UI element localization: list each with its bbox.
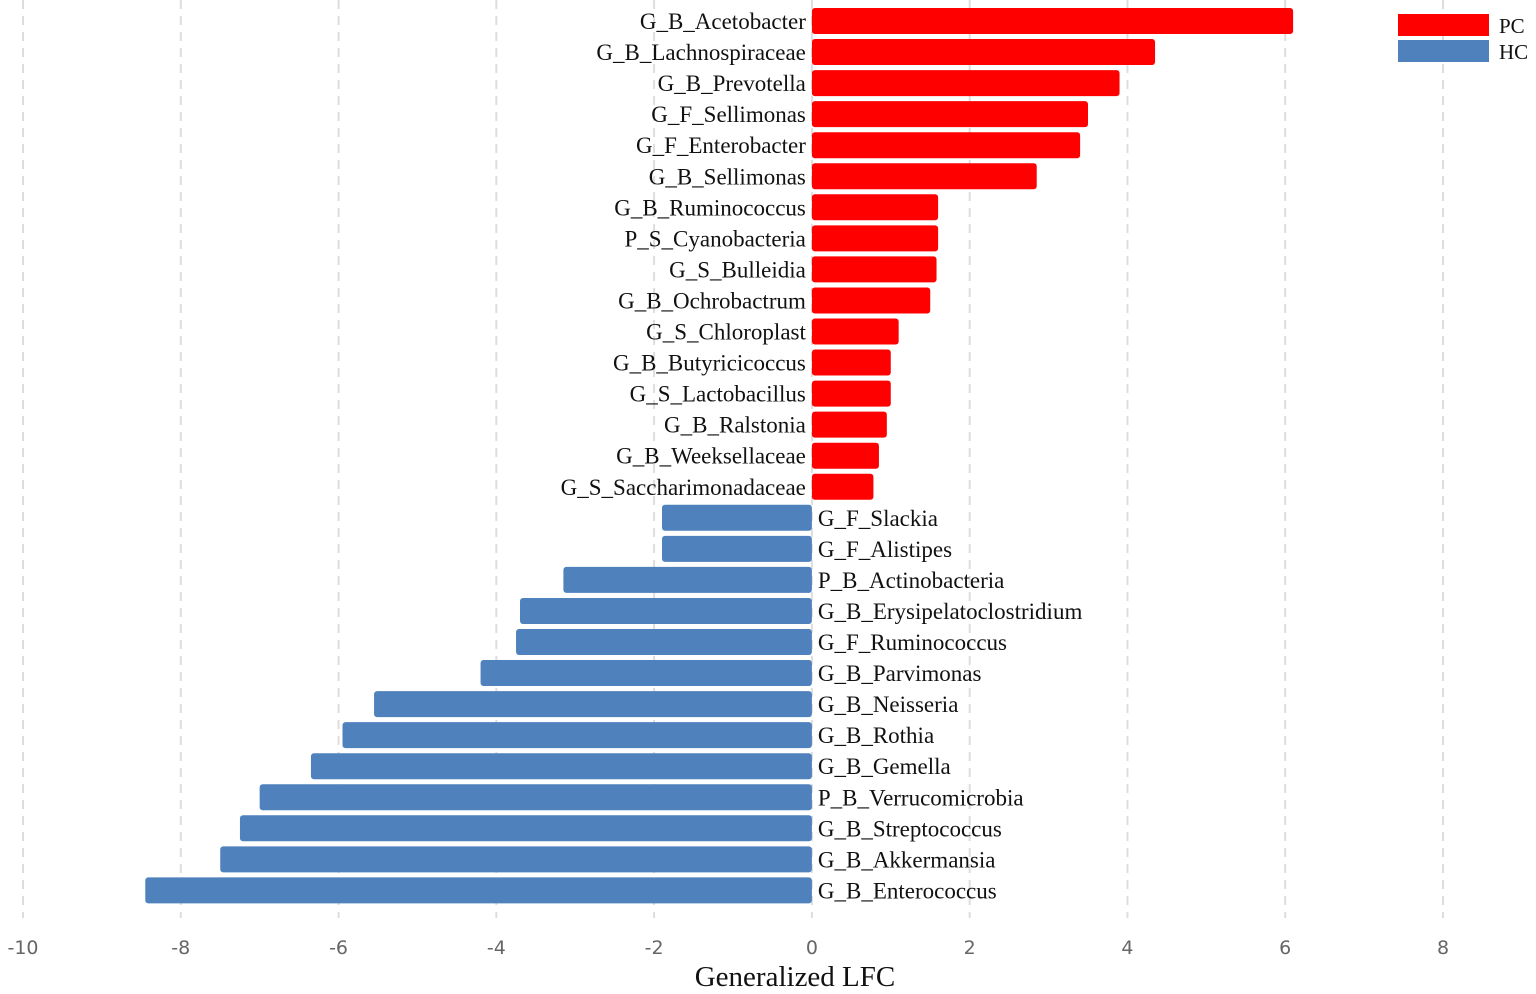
bar-P_S_Cyanobacteria bbox=[811, 225, 939, 252]
bar-G_B_Erysipelatoclostridium bbox=[520, 597, 812, 624]
bar-G_B_Ruminococcus bbox=[811, 194, 939, 221]
bar-G_B_Butyricicoccus bbox=[811, 349, 891, 376]
bar-label: G_B_Erysipelatoclostridium bbox=[818, 599, 1083, 624]
bar-G_B_Ralstonia bbox=[811, 411, 887, 438]
bar-label: G_S_Saccharimonadaceae bbox=[561, 475, 806, 500]
bar-G_B_Neisseria bbox=[374, 691, 812, 718]
bar-label: G_F_Alistipes bbox=[818, 537, 952, 562]
bars bbox=[145, 8, 1294, 904]
bar-G_B_Gemella bbox=[310, 753, 812, 780]
bar-G_S_Lactobacillus bbox=[811, 380, 891, 407]
bar-label: G_B_Lachnospiraceae bbox=[596, 40, 805, 65]
x-tick-label: -6 bbox=[329, 937, 348, 959]
bar-label: P_B_Verrucomicrobia bbox=[818, 785, 1024, 810]
bar-label: G_B_Streptococcus bbox=[818, 816, 1002, 841]
bar-G_F_Ruminococcus bbox=[516, 629, 812, 655]
bar-label: G_B_Acetobacter bbox=[640, 9, 806, 34]
bar-G_B_Sellimonas bbox=[811, 163, 1037, 190]
bar-G_F_Enterobacter bbox=[811, 132, 1081, 159]
legend-label-PC: PC bbox=[1499, 14, 1525, 38]
bar-P_B_Verrucomicrobia bbox=[259, 784, 812, 811]
bar-label: G_F_Ruminococcus bbox=[818, 630, 1007, 655]
bar-G_B_Lachnospiraceae bbox=[811, 39, 1156, 66]
bar-G_F_Alistipes bbox=[662, 535, 812, 562]
bar-G_B_Akkermansia bbox=[220, 846, 812, 873]
x-tick-label: 4 bbox=[1121, 937, 1133, 959]
bar-G_S_Chloroplast bbox=[811, 318, 899, 345]
bar-label: G_S_Chloroplast bbox=[646, 320, 806, 345]
bar-G_F_Slackia bbox=[662, 504, 812, 531]
bar-label: G_B_Ruminococcus bbox=[614, 195, 806, 220]
bar-label: G_B_Akkermansia bbox=[818, 847, 996, 872]
bar-label: P_S_Cyanobacteria bbox=[624, 226, 805, 251]
x-tick-label: -10 bbox=[7, 937, 38, 959]
bar-label: G_B_Enterococcus bbox=[818, 878, 997, 903]
legend-swatch-PC bbox=[1398, 14, 1489, 36]
bar-label: G_B_Rothia bbox=[818, 723, 934, 748]
bar-label: G_F_Sellimonas bbox=[651, 102, 806, 127]
bar-label: P_B_Actinobacteria bbox=[818, 568, 1005, 593]
x-tick-label: -8 bbox=[171, 937, 190, 959]
category-labels: G_B_Acetobacter G_B_Lachnospiraceae G_B_Pr… bbox=[561, 9, 1083, 903]
bar-G_B_Enterococcus bbox=[145, 877, 812, 904]
x-tick-label: 8 bbox=[1437, 937, 1449, 959]
bar-G_F_Sellimonas bbox=[811, 101, 1088, 128]
bar-P_B_Actinobacteria bbox=[563, 566, 812, 593]
bar-label: G_B_Prevotella bbox=[658, 71, 806, 96]
x-tick-label: 0 bbox=[806, 937, 818, 959]
bar-label: G_B_Neisseria bbox=[818, 692, 959, 717]
bar-G_S_Bulleidia bbox=[811, 256, 937, 283]
bar-label: G_B_Sellimonas bbox=[649, 164, 806, 189]
bar-G_B_Prevotella bbox=[811, 70, 1120, 97]
x-axis-title: Generalized LFC bbox=[695, 961, 896, 993]
bar-label: G_S_Lactobacillus bbox=[630, 382, 806, 407]
bar-G_B_Streptococcus bbox=[239, 815, 812, 842]
bar-G_B_Ochrobactrum bbox=[811, 287, 931, 314]
bar-G_B_Acetobacter bbox=[811, 8, 1294, 34]
bar-G_B_Rothia bbox=[342, 722, 812, 749]
bar-G_B_Weeksellaceae bbox=[811, 442, 879, 469]
bar-label: G_B_Parvimonas bbox=[818, 661, 982, 686]
bar-label: G_F_Enterobacter bbox=[636, 133, 806, 158]
x-tick-label: -2 bbox=[645, 937, 664, 959]
x-tick-label: 2 bbox=[964, 937, 976, 959]
bar-label: G_B_Ochrobactrum bbox=[618, 288, 806, 313]
legend-label-HC: HC bbox=[1499, 40, 1528, 64]
bar-G_B_Parvimonas bbox=[480, 660, 812, 687]
bar-G_S_Saccharimonadaceae bbox=[811, 473, 874, 500]
bar-label: G_F_Slackia bbox=[818, 506, 938, 531]
bar-label: G_B_Butyricicoccus bbox=[613, 351, 806, 376]
bar-label: G_S_Bulleidia bbox=[669, 257, 806, 282]
bar-label: G_B_Weeksellaceae bbox=[616, 444, 806, 469]
x-axis-ticks: -10 -8 -6 -4 -2 0 2 4 6 8 bbox=[7, 937, 1449, 959]
legend-swatch-HC bbox=[1398, 40, 1489, 62]
bar-label: G_B_Ralstonia bbox=[664, 413, 806, 438]
x-tick-label: -4 bbox=[487, 937, 506, 959]
x-tick-label: 6 bbox=[1279, 937, 1291, 959]
bar-label: G_B_Gemella bbox=[818, 754, 951, 779]
